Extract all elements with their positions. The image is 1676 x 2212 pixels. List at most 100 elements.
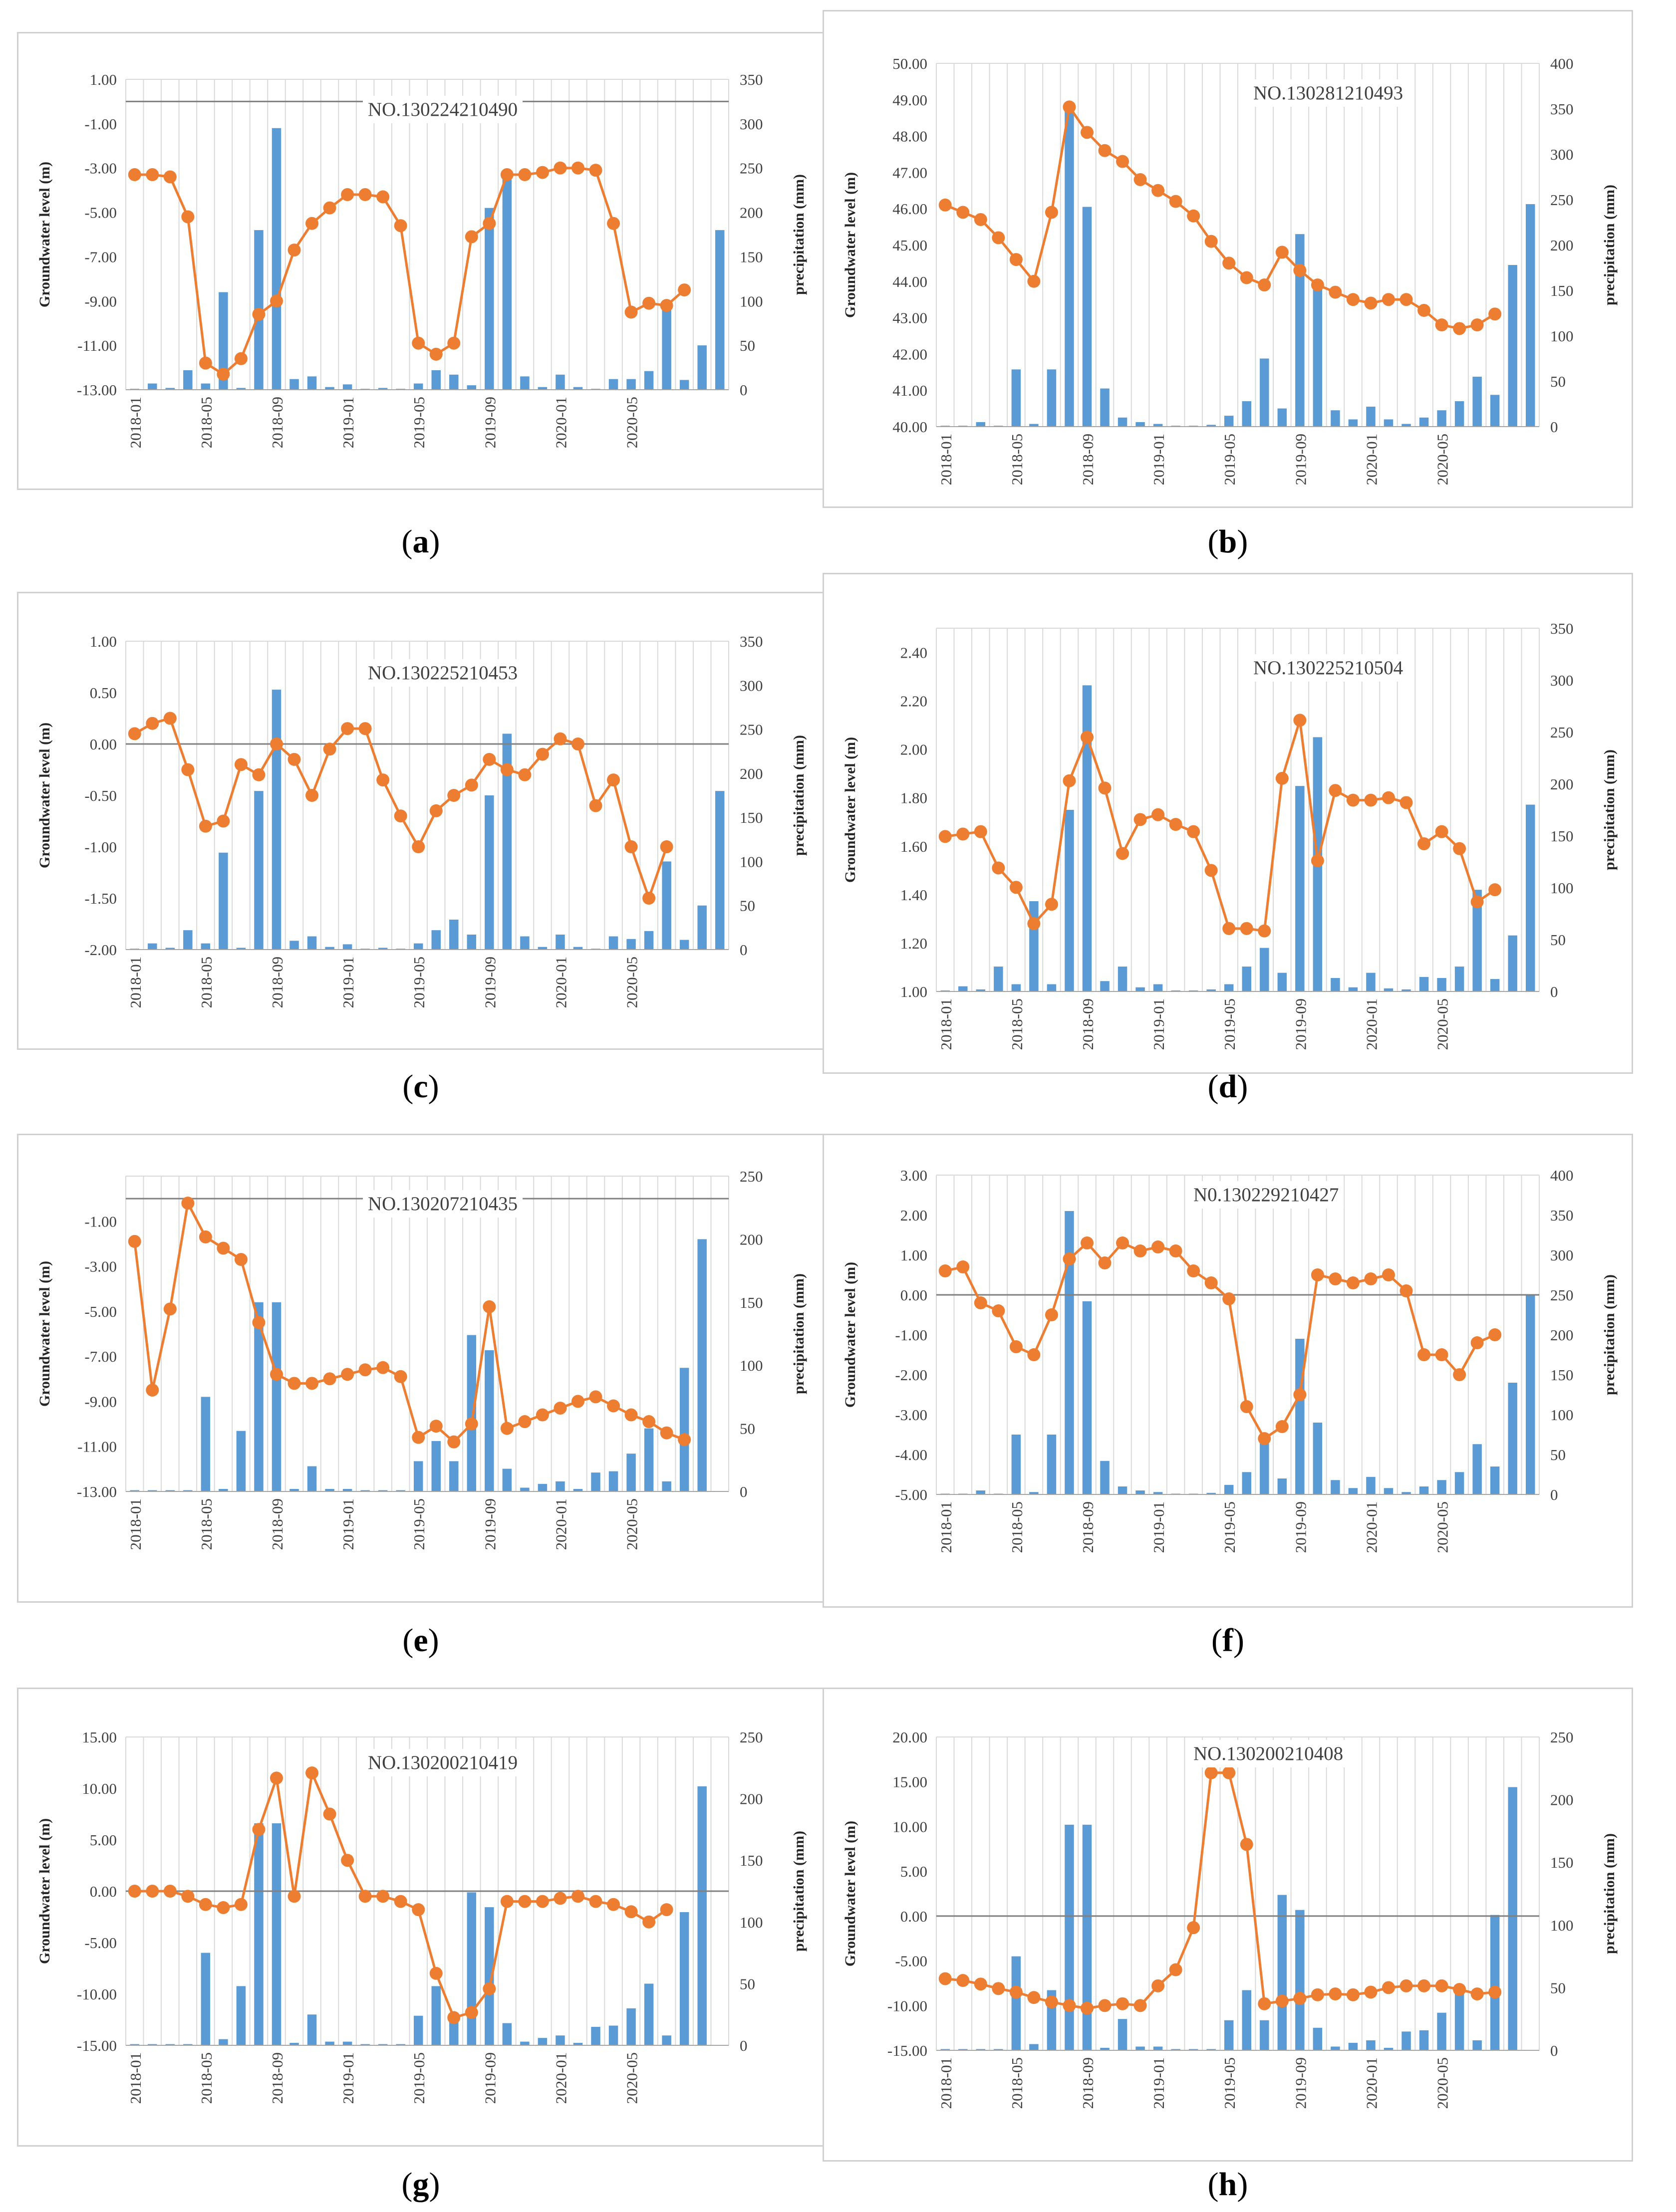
level-point — [1133, 1244, 1147, 1257]
precip-bar — [591, 1473, 600, 1491]
y-tick-label: -3.00 — [895, 1406, 927, 1424]
precip-bar — [254, 1302, 264, 1491]
level-point — [607, 1399, 620, 1413]
y2-axis-title: precipitation (mm) — [1601, 1274, 1618, 1395]
level-point — [1293, 714, 1307, 727]
precip-bar — [1206, 425, 1216, 427]
level-point — [1311, 1988, 1324, 2001]
x-tick-label: 2019-09 — [481, 957, 499, 1008]
level-point — [412, 1431, 425, 1444]
y-tick-label: -9.00 — [84, 292, 117, 310]
precip-bar — [1419, 417, 1429, 427]
y-tick-label: 2.40 — [900, 644, 927, 662]
level-point — [938, 198, 952, 212]
precip-bar — [556, 374, 565, 390]
x-tick-label: 2019-01 — [339, 2052, 357, 2104]
precip-bar — [413, 943, 423, 950]
level-point — [974, 1977, 987, 1991]
y2-tick-label: 0 — [1550, 2042, 1558, 2059]
precip-bar — [1082, 1824, 1092, 2050]
chart-e: -1.00 -3.00 -5.00 -7.00 -9.00 -11.00 -13.00 0 50… — [36, 1168, 807, 1550]
panel-h: 20.00 15.00 10.00 5.00 0.00 -5.00 -10.00 -15.00… — [823, 1688, 1633, 2162]
precip-bar — [679, 940, 689, 950]
precip-bar — [148, 943, 157, 950]
level-point — [1027, 1348, 1041, 1361]
precip-bar — [413, 1461, 423, 1491]
level-point — [412, 840, 425, 853]
y-tick-label: 42.00 — [892, 345, 927, 363]
x-tick-label: 2020-01 — [1363, 2057, 1380, 2109]
precip-bar — [1295, 1910, 1305, 2050]
level-point — [146, 1885, 159, 1898]
level-point — [270, 1771, 283, 1785]
level-point — [1009, 1985, 1023, 1999]
level-point — [163, 1885, 177, 1898]
precip-bar — [485, 1907, 494, 2045]
level-point — [1417, 304, 1431, 317]
level-point — [1399, 1979, 1413, 1992]
caption-e: (e) — [402, 1622, 439, 1659]
precip-bar — [1508, 1383, 1517, 1494]
y2-tick-label: 350 — [1550, 1207, 1574, 1224]
precip-bar — [1313, 1423, 1323, 1494]
precip-bar — [378, 388, 388, 390]
level-point — [1187, 209, 1200, 223]
precip-bar — [485, 795, 494, 950]
precip-bar — [1454, 967, 1464, 991]
chart-a: 1.00 -1.00 -3.00 -5.00 -7.00 -9.00 -11.00 -13.0… — [36, 71, 807, 448]
precip-bar — [1348, 419, 1358, 427]
x-tick-label: 2020-01 — [552, 1498, 569, 1550]
station-label-bg — [1248, 654, 1408, 682]
x-tick-label: 2018-09 — [1079, 998, 1097, 1050]
panel-g: 15.00 10.00 5.00 0.00 -5.00 -10.00 -15.00 0 50 10… — [17, 1688, 825, 2147]
precip-bar — [679, 380, 689, 390]
precip-bar — [1437, 1480, 1446, 1494]
precip-bar — [1472, 376, 1482, 427]
level-point — [305, 789, 319, 802]
precip-bar — [940, 990, 950, 991]
level-point — [412, 336, 425, 350]
level-point — [1081, 1236, 1094, 1249]
y-tick-label: -0.50 — [84, 787, 117, 804]
precip-bar — [1454, 401, 1464, 427]
level-point — [1133, 813, 1147, 826]
x-tick-label: 2019-01 — [339, 957, 357, 1008]
y-tick-label: -15.00 — [77, 2037, 117, 2054]
y-tick-label: -15.00 — [887, 2042, 927, 2059]
level-point — [465, 2006, 478, 2019]
level-point — [1222, 256, 1236, 270]
level-point — [234, 352, 248, 365]
y2-tick-label: 300 — [1550, 146, 1574, 163]
y2-tick-label: 0 — [1550, 983, 1558, 1000]
precip-bar — [360, 1490, 370, 1491]
level-point — [1364, 1272, 1378, 1285]
level-point — [1453, 1368, 1466, 1381]
precip-bar — [254, 1823, 264, 2045]
y2-tick-label: 250 — [1550, 1286, 1574, 1304]
panel-a: 1.00 -1.00 -3.00 -5.00 -7.00 -9.00 -11.00 -13.0… — [17, 32, 825, 490]
precip-bar — [289, 379, 299, 390]
precip-bar — [236, 388, 246, 390]
precip-bar — [1047, 984, 1057, 991]
level-point — [956, 1260, 970, 1273]
precip-bar — [1153, 2046, 1163, 2050]
precip-bar — [1171, 2049, 1180, 2050]
y-tick-label: 46.00 — [892, 200, 927, 218]
level-point — [1081, 126, 1094, 139]
precip-bar — [520, 2041, 530, 2045]
level-point — [1346, 1988, 1360, 2001]
y-tick-label: 1.00 — [90, 633, 117, 650]
level-point — [1240, 1400, 1253, 1413]
level-point — [1453, 322, 1466, 335]
level-point — [146, 717, 159, 730]
y2-tick-label: 100 — [1550, 327, 1574, 345]
y2-tick-label: 100 — [1550, 879, 1574, 897]
y2-tick-label: 200 — [740, 204, 763, 222]
precip-bar — [1366, 1476, 1376, 1494]
precip-bar — [1437, 2012, 1446, 2050]
y-tick-label: 44.00 — [892, 273, 927, 290]
precip-bar — [976, 989, 986, 991]
level-point — [483, 1982, 496, 1995]
y2-tick-label: 50 — [740, 1975, 755, 1992]
station-label-bg — [1188, 1740, 1349, 1767]
